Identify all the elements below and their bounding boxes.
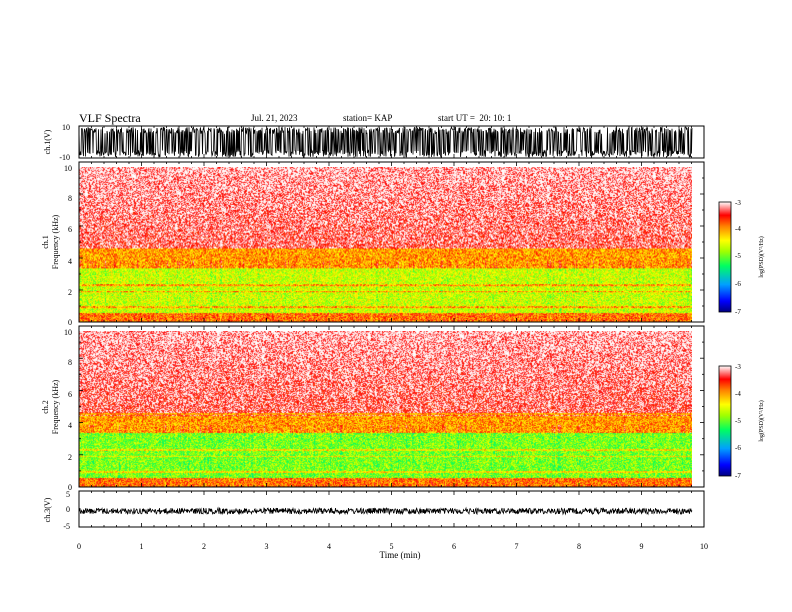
xtick-9: 9 (640, 542, 644, 551)
colorbar-ch2-tick: -3 (735, 363, 741, 371)
colorbar-ch2-tick: -7 (735, 472, 741, 480)
ch1-ytick-top: 10 (62, 123, 70, 132)
colorbar-ch1-tick: -3 (735, 199, 741, 207)
xtick-7: 7 (515, 542, 519, 551)
xtick-0: 0 (77, 542, 81, 551)
colorbar-ch2-tick: -6 (735, 444, 741, 452)
ch1-ytick-bottom: -10 (59, 153, 70, 162)
station-label: station= KAP (343, 113, 393, 123)
xtick-6: 6 (452, 542, 456, 551)
ch3-waveform-ylabel: ch.3(V) (43, 497, 52, 522)
axis-ticks (78, 126, 705, 527)
spec1-ytick: 10 (64, 164, 72, 173)
ch3-ytick-bottom: -5 (63, 522, 70, 531)
spectrogram-ch1-image (79, 167, 692, 322)
spec2-ytick: 4 (68, 421, 72, 430)
ch3-ytick-mid: 0 (66, 505, 70, 514)
spec1-channel-label: ch.1 (41, 235, 50, 249)
colorbar-ch2-tick: -5 (735, 417, 741, 425)
x-axis-label: Time (min) (380, 550, 421, 560)
colorbar-ch2-label: log(PSD)(V²/Hz) (758, 400, 765, 441)
colorbar-ch1-tick: -6 (735, 280, 741, 288)
xtick-3: 3 (265, 542, 269, 551)
colorbar-ch2: -3 -4 -5 -6 -7 log(PSD)(V²/Hz) (718, 363, 765, 480)
spec1-ytick: 2 (68, 288, 72, 297)
waveform-ch3-trace (78, 506, 693, 516)
xtick-1: 1 (140, 542, 144, 551)
colorbar-ch1-label: log(PSD)(V²/Hz) (758, 236, 765, 277)
spec1-ytick: 4 (68, 257, 72, 266)
spec2-channel-label: ch.2 (41, 400, 50, 414)
xtick-10: 10 (700, 542, 708, 551)
colorbar-ch1-tick: -4 (735, 225, 741, 233)
spec1-ytick: 6 (68, 225, 72, 234)
colorbar-ch1: -3 -4 -5 -6 -7 log(PSD)(V²/Hz) (718, 199, 765, 316)
spec2-ylabel: Frequency (kHz) (51, 379, 60, 434)
spec2-ytick: 8 (68, 358, 72, 367)
start-time-label: start UT = 20: 10: 1 (438, 113, 512, 123)
ch3-ytick-top: 5 (66, 490, 70, 499)
waveform-ch1-trace (78, 125, 693, 159)
spec1-ytick: 8 (68, 194, 72, 203)
colorbar-ch1-tick: -7 (735, 308, 741, 316)
spec1-ylabel: Frequency (kHz) (51, 214, 60, 269)
spectrogram-ch2-image (79, 331, 692, 487)
ch1-waveform-ylabel: ch.1(V) (43, 129, 52, 154)
date-label: Jul. 21, 2023 (251, 113, 298, 123)
xtick-8: 8 (577, 542, 581, 551)
plot-title: VLF Spectra (79, 111, 141, 125)
spec2-ytick: 10 (64, 328, 72, 337)
spec2-ytick: 6 (68, 390, 72, 399)
xtick-5: 5 (390, 542, 394, 551)
colorbar-ch1-tick: -5 (735, 252, 741, 260)
xtick-4: 4 (327, 542, 331, 551)
xtick-2: 2 (202, 542, 206, 551)
colorbar-ch2-tick: -4 (735, 390, 741, 398)
spec2-ytick: 0 (68, 483, 72, 492)
spec1-ytick: 0 (68, 318, 72, 327)
spec2-ytick: 2 (68, 453, 72, 462)
